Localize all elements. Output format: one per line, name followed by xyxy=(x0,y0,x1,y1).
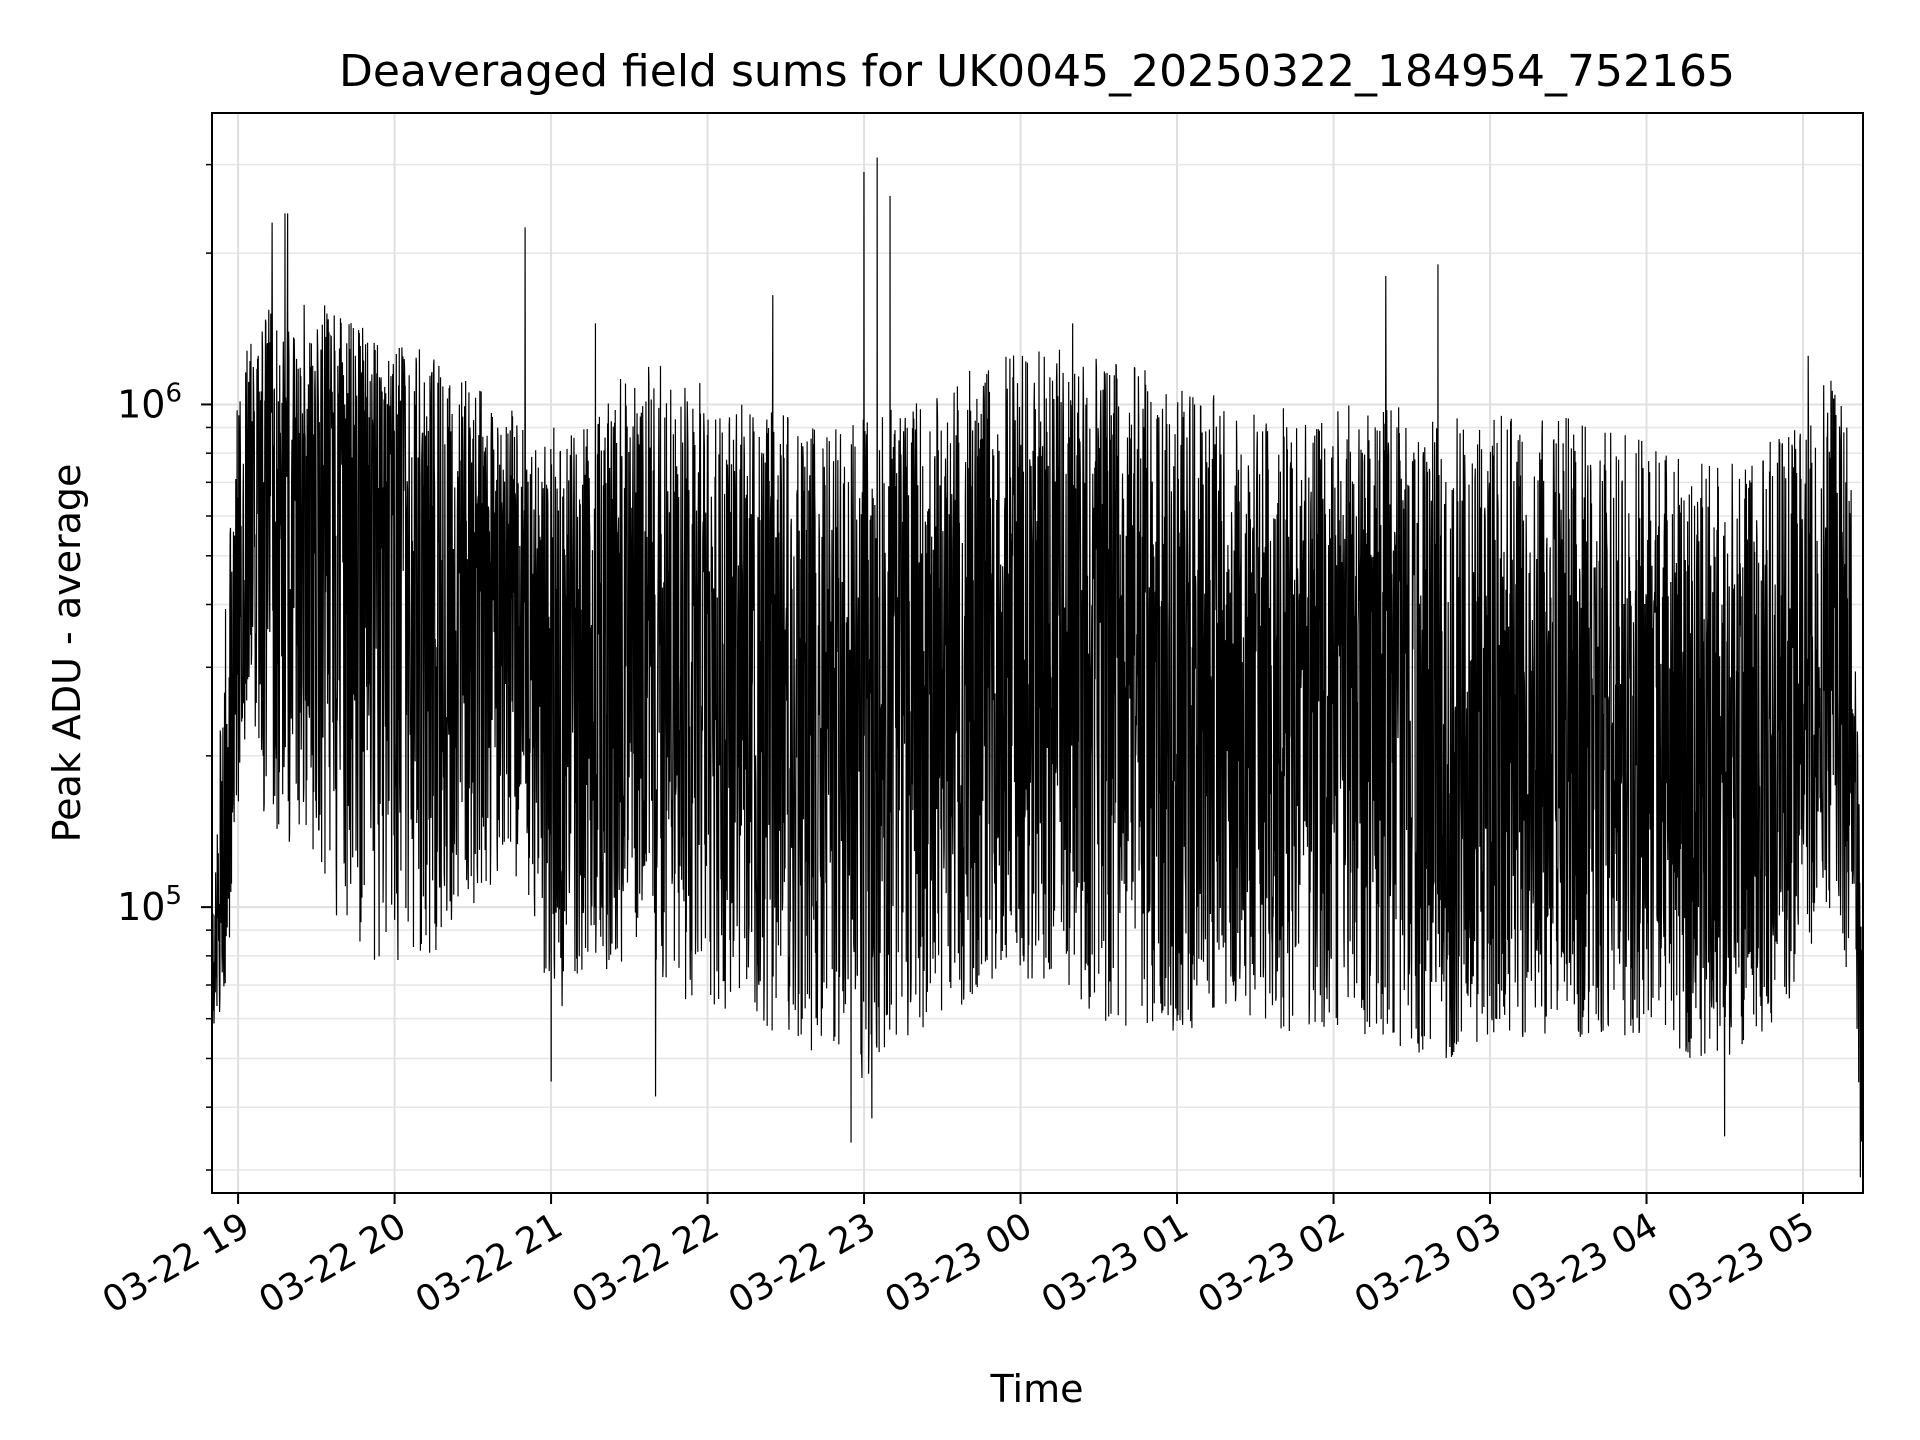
chart-title: Deaveraged field sums for UK0045_2025032… xyxy=(339,46,1735,97)
y-axis-label: Peak ADU - average xyxy=(45,464,89,843)
x-axis-label: Time xyxy=(990,1367,1084,1411)
y-tick-label: 106 xyxy=(117,378,182,426)
y-tick-label: 105 xyxy=(117,881,182,929)
plot-frame xyxy=(211,112,1864,1194)
series-line xyxy=(212,157,1863,1178)
series-layer xyxy=(212,157,1863,1178)
